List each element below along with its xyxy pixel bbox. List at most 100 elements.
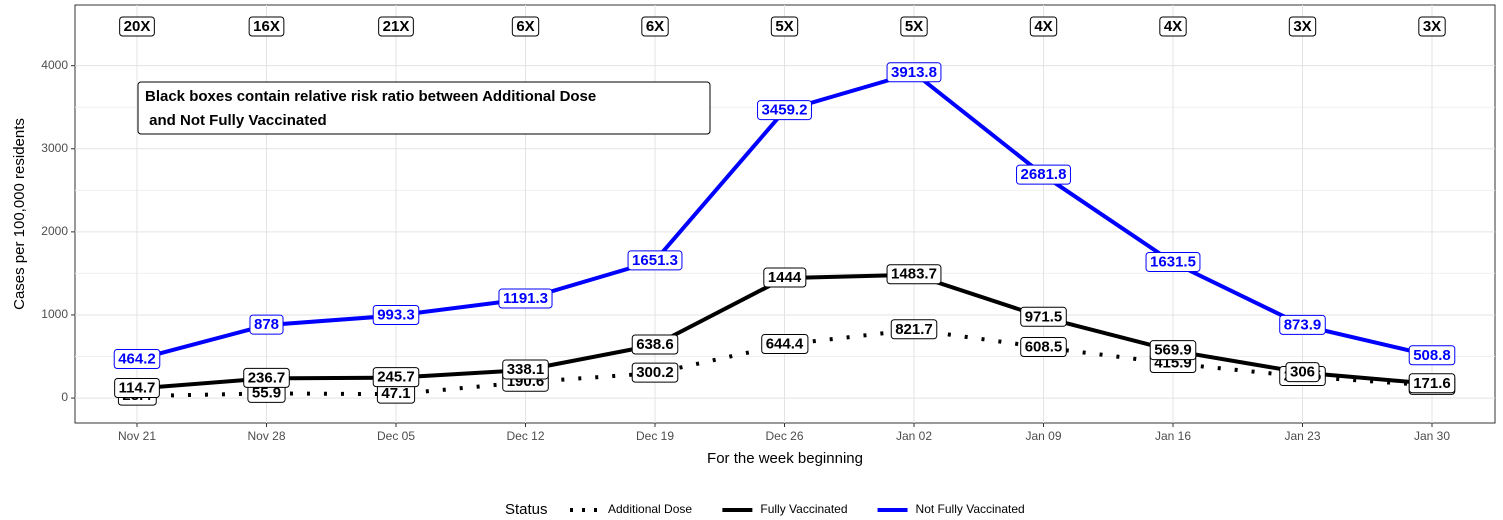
label-box	[1020, 336, 1067, 357]
label-box	[1020, 306, 1067, 327]
data-label: 1651.3	[632, 252, 678, 269]
ratio-label: 4X	[1034, 18, 1052, 35]
label-box	[1149, 340, 1197, 361]
label-box	[886, 62, 942, 83]
data-label: 993.3	[377, 306, 415, 323]
data-label: 644.4	[766, 335, 804, 352]
data-label: 2681.8	[1021, 166, 1067, 183]
label-box	[900, 16, 928, 37]
data-label: 338.1	[507, 361, 545, 378]
grid	[75, 5, 1495, 423]
legend-label: Fully Vaccinated	[760, 502, 847, 516]
label-box	[1408, 345, 1456, 366]
data-label: 1631.5	[1150, 253, 1196, 270]
y-tick-label: 0	[61, 390, 68, 404]
label-box	[757, 100, 812, 121]
data-label: 114.7	[119, 380, 156, 397]
legend-title: Status	[505, 501, 548, 518]
data-label: 3459.2	[762, 102, 808, 119]
label-box	[1016, 164, 1071, 185]
label-box	[372, 304, 420, 325]
label-box	[631, 362, 679, 383]
label-box	[763, 267, 807, 288]
label-box	[498, 288, 553, 309]
label-box	[372, 367, 420, 388]
x-tick-label: Dec 19	[636, 429, 674, 443]
label-box	[113, 348, 161, 369]
label-box	[1159, 16, 1187, 37]
ratio-label: 6X	[646, 18, 664, 35]
x-tick-label: Nov 28	[247, 429, 285, 443]
data-label: 171.6	[1413, 375, 1451, 392]
annotation: and Not Fully Vaccinated	[145, 112, 327, 129]
label-box	[886, 264, 942, 285]
label-box	[890, 319, 938, 340]
ratio-label: 3X	[1293, 18, 1311, 35]
y-tick-label: 4000	[41, 58, 68, 72]
annotation-box	[137, 81, 711, 135]
label-box	[243, 367, 290, 388]
data-label: 3913.8	[891, 64, 937, 81]
data-label: 608.5	[1025, 338, 1063, 355]
data-label: 464.2	[118, 350, 156, 367]
data-label: 873.9	[1284, 316, 1322, 333]
label-box	[378, 16, 414, 37]
ratio-label: 6X	[516, 18, 534, 35]
ratio-label: 4X	[1164, 18, 1182, 35]
data-label: 971.5	[1025, 308, 1063, 325]
label-box	[1408, 373, 1456, 394]
label-box	[1288, 16, 1317, 37]
label-box	[1145, 251, 1201, 272]
data-label: 638.6	[636, 336, 674, 353]
label-box	[248, 16, 285, 37]
y-tick-label: 1000	[41, 307, 68, 321]
ratio-label: 16X	[253, 18, 280, 35]
y-tick-label: 3000	[41, 141, 68, 155]
data-label: 55.9	[252, 384, 281, 401]
x-tick-label: Dec 05	[377, 429, 415, 443]
data-label: 821.7	[895, 321, 933, 338]
legend-label: Additional Dose	[608, 502, 692, 516]
y-axis-label: Cases per 100,000 residents	[11, 118, 28, 310]
ratio-label: 5X	[775, 18, 793, 35]
annotation: Black boxes contain relative risk ratio …	[145, 88, 596, 105]
data-label: 1191.3	[503, 290, 548, 307]
x-axis-label: For the week beginning	[707, 450, 863, 467]
legend-label: Not Fully Vaccinated	[916, 502, 1025, 516]
data-label: 508.8	[1413, 347, 1451, 364]
data-label: 306	[1290, 364, 1315, 381]
data-label: 1444	[768, 269, 802, 286]
label-box	[641, 16, 669, 37]
x-tick-label: Dec 26	[765, 429, 803, 443]
data-label: 878	[254, 316, 279, 333]
data-label: 245.7	[377, 369, 415, 386]
x-tick-label: Nov 21	[118, 429, 156, 443]
x-tick-label: Jan 16	[1155, 429, 1191, 443]
x-tick-label: Jan 09	[1025, 429, 1061, 443]
label-box	[249, 314, 284, 335]
label-box	[502, 359, 549, 380]
ratio-label: 3X	[1423, 18, 1441, 35]
x-tick-label: Jan 30	[1414, 429, 1450, 443]
label-box	[627, 250, 683, 271]
label-box	[1285, 362, 1320, 383]
label-box	[114, 378, 160, 399]
data-label: 47.1	[381, 385, 410, 402]
ratio-label: 21X	[383, 18, 410, 35]
label-box	[761, 333, 809, 354]
label-box	[1418, 16, 1446, 37]
x-tick-label: Jan 02	[896, 429, 932, 443]
data-label: 569.9	[1154, 342, 1192, 359]
x-tick-label: Jan 23	[1284, 429, 1320, 443]
ratio-label: 5X	[905, 18, 923, 35]
label-box	[1279, 314, 1326, 335]
label-box	[1029, 16, 1058, 37]
label-box	[770, 16, 799, 37]
x-tick-label: Dec 12	[506, 429, 544, 443]
data-label: 300.2	[636, 364, 674, 381]
label-box	[119, 16, 155, 37]
label-box	[631, 334, 679, 355]
data-label: 1483.7	[891, 266, 937, 283]
ratio-label: 20X	[124, 18, 151, 35]
